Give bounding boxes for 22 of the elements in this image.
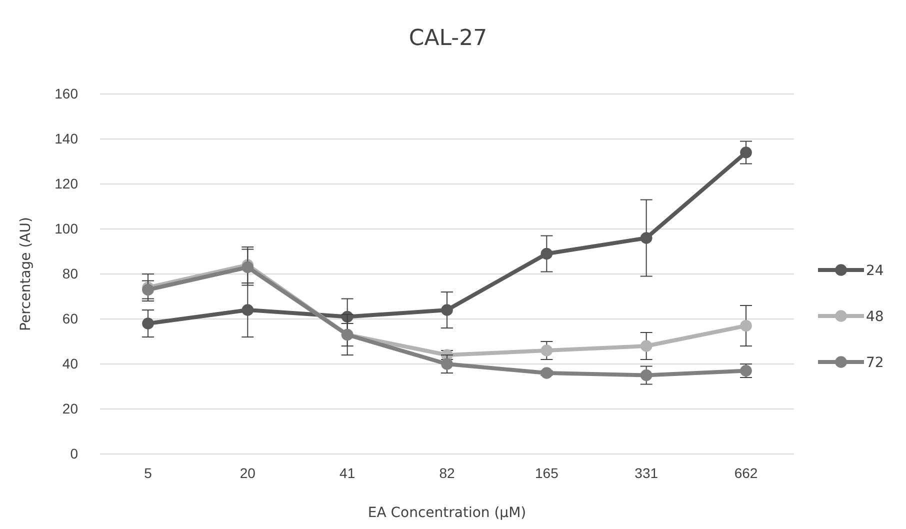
- y-tick-label: 160: [54, 85, 78, 102]
- y-tick-label: 80: [62, 265, 78, 282]
- legend-label: 48: [866, 308, 884, 325]
- y-tick-label: 20: [62, 400, 78, 416]
- x-tick-label: 165: [534, 464, 559, 481]
- y-tick-label: 0: [70, 445, 78, 462]
- x-axis-title: EA Concentration (µM): [368, 505, 526, 521]
- legend-label: 72: [866, 354, 884, 371]
- x-tick-label: 662: [734, 464, 758, 481]
- x-tick-label: 82: [439, 464, 455, 481]
- y-tick-label: 40: [62, 355, 78, 372]
- y-tick-label: 140: [54, 130, 78, 146]
- chart-title: CAL-27: [408, 26, 488, 51]
- legend-label: 24: [866, 262, 884, 279]
- x-tick-label: 41: [340, 464, 356, 481]
- x-tick-label: 331: [634, 464, 658, 481]
- y-tick-label: 60: [62, 310, 78, 326]
- y-tick-label: 100: [54, 220, 78, 236]
- x-tick-label: 5: [144, 464, 152, 481]
- x-tick-label: 20: [240, 464, 256, 481]
- y-axis-title: Percentage (AU): [18, 217, 34, 331]
- y-tick-label: 120: [54, 175, 78, 192]
